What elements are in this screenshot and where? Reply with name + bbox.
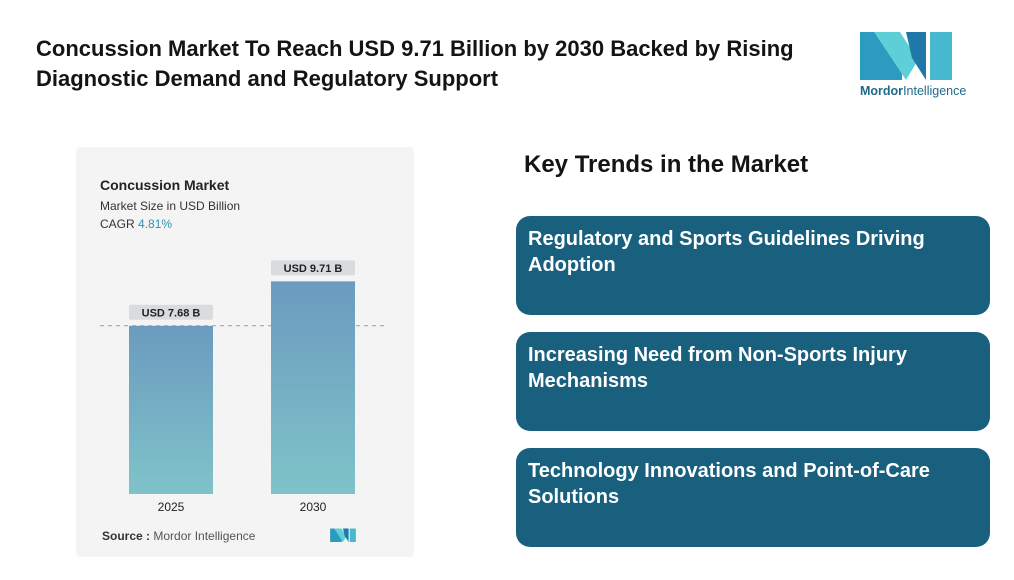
x-tick-label: 2025 <box>158 500 185 514</box>
data-label: USD 9.71 B <box>284 263 343 275</box>
trend-card-3: Technology Innovations and Point-of-Care… <box>516 448 990 547</box>
page-title: Concussion Market To Reach USD 9.71 Bill… <box>36 36 794 91</box>
data-label-bg <box>271 260 355 276</box>
trend-card-2: Increasing Need from Non-Sports Injury M… <box>516 332 990 431</box>
chart-card: Concussion Market Market Size in USD Bil… <box>76 147 414 557</box>
brand-word-2: Intelligence <box>903 84 967 98</box>
data-label: USD 7.68 B <box>142 307 201 319</box>
source-text: Mordor Intelligence <box>153 529 256 543</box>
bar-chart: USD 7.68 B 2025 USD 9.71 B 2030 <box>100 260 388 514</box>
cagr-value: 4.81% <box>138 217 173 231</box>
source-label: Source : <box>102 529 151 543</box>
chart-cagr: CAGR 4.81% <box>100 217 172 231</box>
chart-subtitle: Market Size in USD Billion <box>100 199 241 213</box>
mordor-mini-logo-icon <box>330 528 356 542</box>
data-label-bg <box>129 304 213 320</box>
x-tick-label: 2030 <box>300 500 327 514</box>
mordor-m-logo-icon <box>860 32 952 80</box>
key-trends-title: Key Trends in the Market <box>524 151 809 178</box>
bar-2025 <box>129 325 213 494</box>
bar-2030 <box>271 281 355 494</box>
chart-title: Concussion Market <box>100 177 230 193</box>
brand-name: MordorIntelligence <box>860 84 966 98</box>
chart-source: Source : Mordor Intelligence <box>102 529 255 543</box>
brand-logo: MordorIntelligence <box>860 30 976 100</box>
trend-card-1: Regulatory and Sports Guidelines Driving… <box>516 216 990 315</box>
brand-word-1: Mordor <box>860 84 904 98</box>
cagr-label: CAGR <box>100 217 135 231</box>
